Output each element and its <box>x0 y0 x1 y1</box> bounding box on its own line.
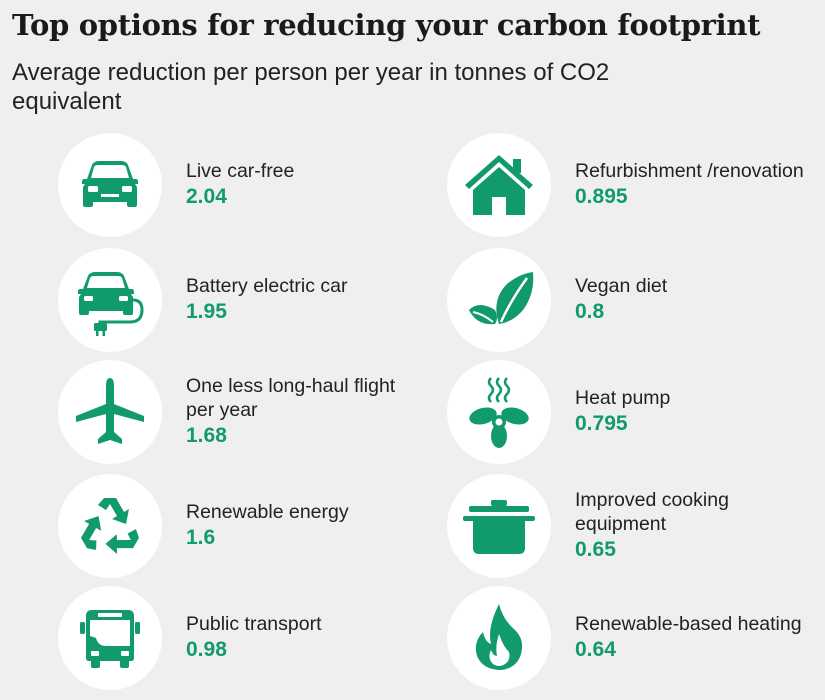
airplane-icon <box>76 378 144 444</box>
option-value: 0.64 <box>575 638 616 661</box>
option-item-public-transport: Public transport 0.98 <box>58 586 438 690</box>
leaves-icon <box>469 272 534 325</box>
heat-pump-icon <box>469 377 529 448</box>
option-value: 0.795 <box>575 412 628 435</box>
option-item-renewable-heating: Renewable-based heating 0.64 <box>447 586 825 690</box>
option-value: 0.98 <box>186 638 227 661</box>
option-label: Renewable energy <box>186 501 349 523</box>
electric-car-icon <box>78 272 144 336</box>
recycle-icon <box>74 498 142 560</box>
bus-icon <box>80 610 140 668</box>
option-item-heat-pump: Heat pump 0.795 <box>447 360 825 464</box>
option-item-refurbishment: Refurbishment /renovation 0.895 <box>447 133 825 237</box>
option-label: Heat pump <box>575 387 671 409</box>
option-item-long-haul-flight: One less long-haul flight per year 1.68 <box>58 360 438 464</box>
option-value: 0.8 <box>575 300 605 323</box>
option-label: Renewable-based heating <box>575 613 802 635</box>
cooking-pot-icon <box>463 500 535 554</box>
option-item-cooking-equipment: Improved cooking equipment 0.65 <box>447 474 825 578</box>
option-item-vegan-diet: Vegan diet 0.8 <box>447 248 825 352</box>
option-value: 1.6 <box>186 526 216 549</box>
option-label: Improved cooking equipment <box>575 489 729 535</box>
option-value: 1.95 <box>186 300 227 323</box>
option-value: 0.895 <box>575 185 628 208</box>
car-icon <box>82 161 138 207</box>
flame-icon <box>475 604 523 670</box>
option-item-electric-car: Battery electric car 1.95 <box>58 248 438 352</box>
option-value: 0.65 <box>575 538 616 561</box>
option-label: Live car-free <box>186 160 295 182</box>
option-value: 1.68 <box>186 424 227 447</box>
option-label: Refurbishment /renovation <box>575 160 804 182</box>
option-label: Battery electric car <box>186 275 348 297</box>
option-label: Public transport <box>186 613 322 635</box>
chart-subtitle: Average reduction per person per year in… <box>12 59 610 115</box>
chart-title: Top options for reducing your carbon foo… <box>12 8 761 42</box>
option-label: Vegan diet <box>575 275 668 297</box>
house-icon <box>465 155 533 215</box>
option-item-car-free: Live car-free 2.04 <box>58 133 438 237</box>
option-item-renewable-energy: Renewable energy 1.6 <box>58 474 438 578</box>
option-label: One less long-haul flight per year <box>186 375 396 421</box>
option-value: 2.04 <box>186 185 227 208</box>
